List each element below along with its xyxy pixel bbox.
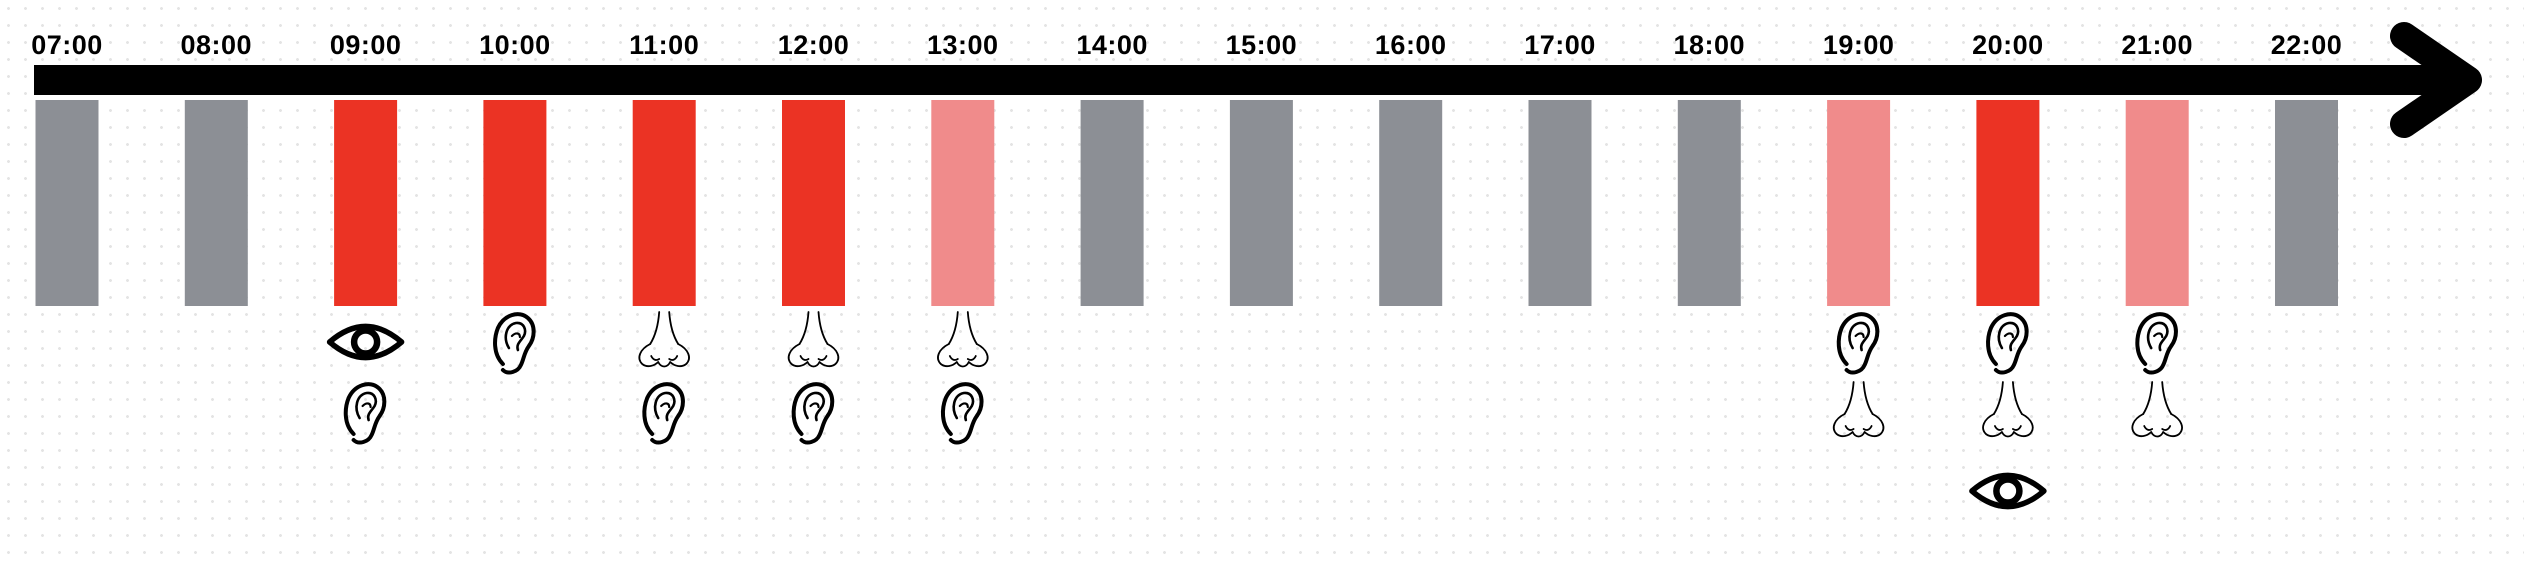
hour-bar-off bbox=[1379, 100, 1443, 306]
hour-bar-medium bbox=[931, 100, 995, 306]
nose-icon bbox=[2131, 381, 2183, 438]
hour-label: 09:00 bbox=[329, 30, 402, 60]
eye-icon bbox=[1972, 476, 2044, 507]
hour-bar-high bbox=[632, 100, 696, 306]
timeline-arrow-head bbox=[2390, 22, 2482, 138]
hour-bar-off bbox=[35, 100, 99, 306]
ear-icon bbox=[343, 382, 387, 445]
ear-icon bbox=[642, 382, 685, 445]
hour-label: 14:00 bbox=[1076, 30, 1148, 60]
hour-label: 11:00 bbox=[629, 30, 700, 60]
hour-bar-off bbox=[2275, 100, 2338, 306]
hour-label: 16:00 bbox=[1374, 30, 1447, 60]
ear-icon bbox=[1836, 312, 1880, 375]
hour-bar-medium bbox=[2125, 100, 2189, 306]
ear-icon bbox=[940, 382, 984, 445]
hour-bar-off bbox=[1080, 100, 1144, 306]
hour-label: 12:00 bbox=[777, 30, 850, 60]
nose-icon bbox=[937, 311, 989, 368]
hour-bars bbox=[35, 100, 2338, 306]
hour-label: 22:00 bbox=[2270, 30, 2343, 60]
hour-bar-high bbox=[1976, 100, 2040, 306]
hour-label: 20:00 bbox=[1972, 30, 2044, 60]
ear-icon bbox=[791, 382, 835, 445]
hour-bar-high bbox=[334, 100, 398, 306]
hour-bar-high bbox=[483, 100, 547, 306]
sense-icons bbox=[330, 311, 2183, 507]
ear-icon bbox=[493, 312, 536, 375]
nose-icon bbox=[787, 311, 840, 368]
hour-label: 18:00 bbox=[1673, 30, 1746, 60]
hour-label: 17:00 bbox=[1524, 30, 1596, 60]
hour-bar-high bbox=[782, 100, 845, 306]
hour-label: 15:00 bbox=[1225, 30, 1298, 60]
hour-label: 10:00 bbox=[479, 30, 551, 60]
hour-bar-medium bbox=[1827, 100, 1891, 306]
nose-icon bbox=[1982, 381, 2034, 438]
ear-icon bbox=[1986, 312, 2029, 375]
nose-icon bbox=[1832, 381, 1885, 438]
hour-label: 21:00 bbox=[2121, 30, 2193, 60]
hour-bar-off bbox=[1229, 100, 1293, 306]
hour-label: 13:00 bbox=[927, 30, 999, 60]
hour-bar-off bbox=[184, 100, 248, 306]
hour-bar-off bbox=[1677, 100, 1741, 306]
hour-label: 07:00 bbox=[31, 30, 103, 60]
eye-icon bbox=[330, 327, 402, 358]
hour-bar-off bbox=[1528, 100, 1592, 306]
ear-icon bbox=[2135, 312, 2178, 375]
hour-label: 19:00 bbox=[1822, 30, 1895, 60]
hour-label: 08:00 bbox=[180, 30, 253, 60]
nose-icon bbox=[638, 311, 690, 368]
